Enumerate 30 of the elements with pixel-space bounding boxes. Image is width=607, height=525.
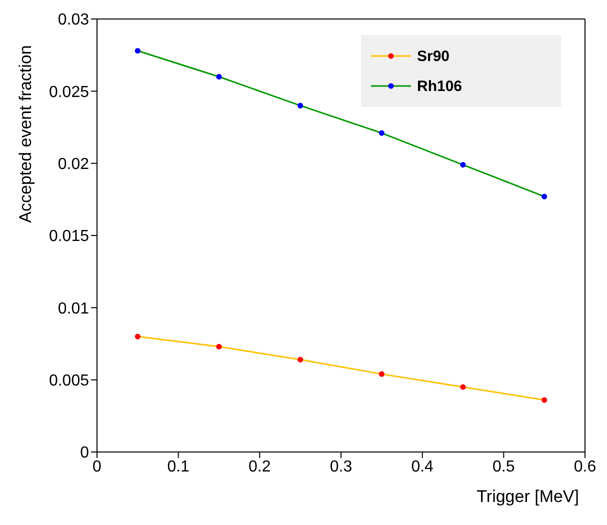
point xyxy=(542,397,548,403)
point xyxy=(216,344,222,350)
x-tick-label: 0 xyxy=(92,458,102,476)
point xyxy=(298,102,304,108)
legend-label: Rh106 xyxy=(417,78,462,94)
x-tick-label: 0.6 xyxy=(574,458,596,476)
point xyxy=(542,194,548,200)
legend-label: Sr90 xyxy=(417,48,450,64)
y-tick-label: 0.01 xyxy=(58,300,90,318)
y-tick-label: 0.005 xyxy=(48,372,90,390)
point xyxy=(378,130,384,136)
point xyxy=(298,356,304,362)
x-tick-label: 0.1 xyxy=(167,458,190,476)
point xyxy=(460,162,466,168)
point xyxy=(134,334,140,340)
x-axis-title: Trigger [MeV] xyxy=(476,487,579,506)
y-tick-label: 0.03 xyxy=(58,12,90,29)
x-tick-label: 0.3 xyxy=(330,458,352,476)
y-tick-label: 0.025 xyxy=(48,84,90,101)
y-axis-title: Accepted event fraction xyxy=(16,45,36,223)
point xyxy=(134,48,140,54)
y-tick-label: 0.015 xyxy=(48,228,90,246)
x-tick-label: 0.5 xyxy=(492,458,515,476)
point xyxy=(216,74,222,80)
x-tick-label: 0.2 xyxy=(248,458,271,476)
point xyxy=(460,384,466,390)
y-tick-label: 0.02 xyxy=(58,156,90,174)
y-tick-label: 0 xyxy=(80,444,90,462)
x-tick-label: 0.4 xyxy=(411,458,434,476)
point xyxy=(378,371,384,377)
